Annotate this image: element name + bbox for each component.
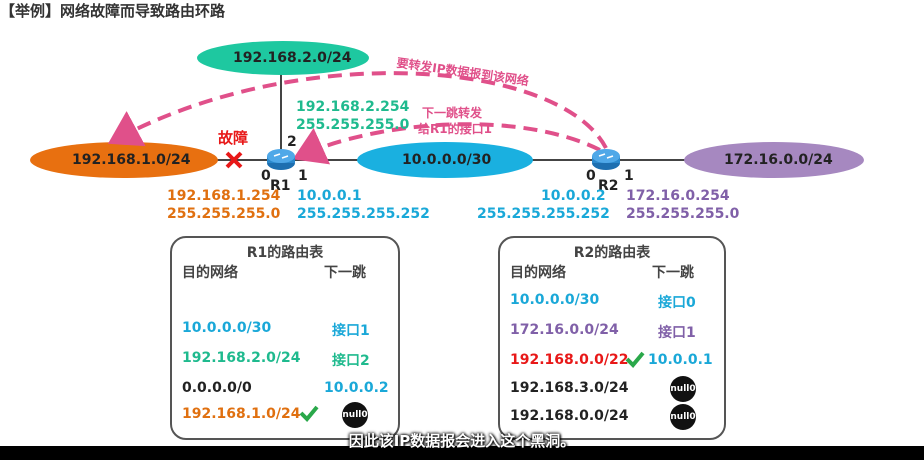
r1-row-dest: 10.0.0.0/30 bbox=[182, 320, 272, 336]
r2-row-dest: 172.16.0.0/24 bbox=[510, 322, 619, 338]
router-r2-name: R2 bbox=[598, 178, 619, 194]
fault-x-icon bbox=[225, 151, 243, 169]
r2-if1-ip: 172.16.0.254 bbox=[626, 188, 730, 204]
arrow-forward-ip bbox=[107, 71, 608, 149]
network-top-label: 192.168.2.0/24 bbox=[233, 50, 352, 66]
r2-row-dest: 192.168.0.0/24 bbox=[510, 408, 629, 424]
r2-table-title: R2的路由表 bbox=[573, 245, 651, 261]
r1-col-next: 下一跳 bbox=[324, 265, 366, 281]
r1-row-dest: 192.168.2.0/24 bbox=[182, 350, 301, 366]
network-left-label: 192.168.1.0/24 bbox=[72, 152, 191, 168]
r2-port1-label: 1 bbox=[624, 168, 634, 184]
network-right-label: 172.16.0.0/24 bbox=[724, 152, 833, 168]
annotation-next-hop-1: 下一跳转发 bbox=[422, 106, 483, 120]
r1-row-dest: 0.0.0.0/0 bbox=[182, 380, 252, 396]
r1-check-icon bbox=[299, 405, 319, 422]
r2-row-next: 10.0.0.1 bbox=[648, 352, 713, 368]
r2-row-next: 接口1 bbox=[658, 325, 696, 341]
r2-col-dest: 目的网络 bbox=[510, 265, 566, 281]
network-middle-ellipse bbox=[357, 142, 533, 178]
r1-if2-mask: 255.255.255.0 bbox=[296, 117, 410, 133]
router-r1-icon bbox=[267, 149, 295, 170]
r1-routing-table: R1的路由表 目的网络 下一跳 10.0.0.0/30 接口1 192.168.… bbox=[170, 236, 400, 440]
network-top-ellipse bbox=[197, 41, 369, 75]
null0-icon: null0 bbox=[670, 376, 696, 402]
r1-col-dest: 目的网络 bbox=[182, 265, 238, 281]
r2-row-dest: 192.168.3.0/24 bbox=[510, 380, 629, 396]
slide-title: 【举例】网络故障而导致路由环路 bbox=[0, 2, 226, 20]
null0-icon: null0 bbox=[670, 404, 696, 430]
r2-if0-mask: 255.255.255.252 bbox=[477, 206, 610, 222]
r1-if0-mask: 255.255.255.0 bbox=[167, 206, 281, 222]
r1-if0-ip: 192.168.1.254 bbox=[167, 188, 281, 204]
annotation-next-hop-2: 给R1的接口1 bbox=[418, 122, 492, 136]
r1-port0-label: 0 bbox=[261, 168, 271, 184]
r1-if2-ip: 192.168.2.254 bbox=[296, 99, 410, 115]
r2-if1-mask: 255.255.255.0 bbox=[626, 206, 740, 222]
r1-row-next: 10.0.0.2 bbox=[324, 380, 389, 396]
r2-col-next: 下一跳 bbox=[652, 265, 694, 281]
r2-row-next: 接口0 bbox=[658, 295, 696, 311]
network-middle-label: 10.0.0.0/30 bbox=[402, 152, 492, 168]
r2-row-dest: 192.168.0.0/22 bbox=[510, 352, 629, 368]
router-r2-icon bbox=[592, 149, 620, 170]
r2-routing-table: R2的路由表 目的网络 下一跳 10.0.0.0/30 接口0 172.16.0… bbox=[498, 236, 726, 440]
network-right-ellipse bbox=[684, 142, 864, 178]
subtitle-bar bbox=[0, 446, 924, 460]
arrow-next-hop bbox=[292, 122, 601, 165]
r2-check-icon bbox=[625, 351, 645, 368]
r1-row-next: 接口1 bbox=[332, 323, 370, 339]
fault-label: 故障 bbox=[218, 129, 249, 147]
video-subtitle: 因此该IP数据报会进入这个黑洞。 bbox=[348, 432, 576, 450]
network-left-ellipse bbox=[30, 142, 218, 178]
r1-port1-label: 1 bbox=[298, 168, 308, 184]
r1-port2-label: 2 bbox=[287, 134, 297, 150]
r1-if1-mask: 255.255.255.252 bbox=[297, 206, 430, 222]
r2-if0-ip: 10.0.0.2 bbox=[541, 188, 606, 204]
r1-if1-ip: 10.0.0.1 bbox=[297, 188, 362, 204]
null0-icon: null0 bbox=[342, 402, 368, 428]
router-r1-name: R1 bbox=[270, 178, 291, 194]
r2-row-dest: 10.0.0.0/30 bbox=[510, 292, 600, 308]
r1-table-title: R1的路由表 bbox=[246, 245, 324, 261]
r1-row-dest: 192.168.1.0/24 bbox=[182, 406, 301, 422]
r1-row-next: 接口2 bbox=[332, 353, 370, 369]
r2-port0-label: 0 bbox=[586, 168, 596, 184]
